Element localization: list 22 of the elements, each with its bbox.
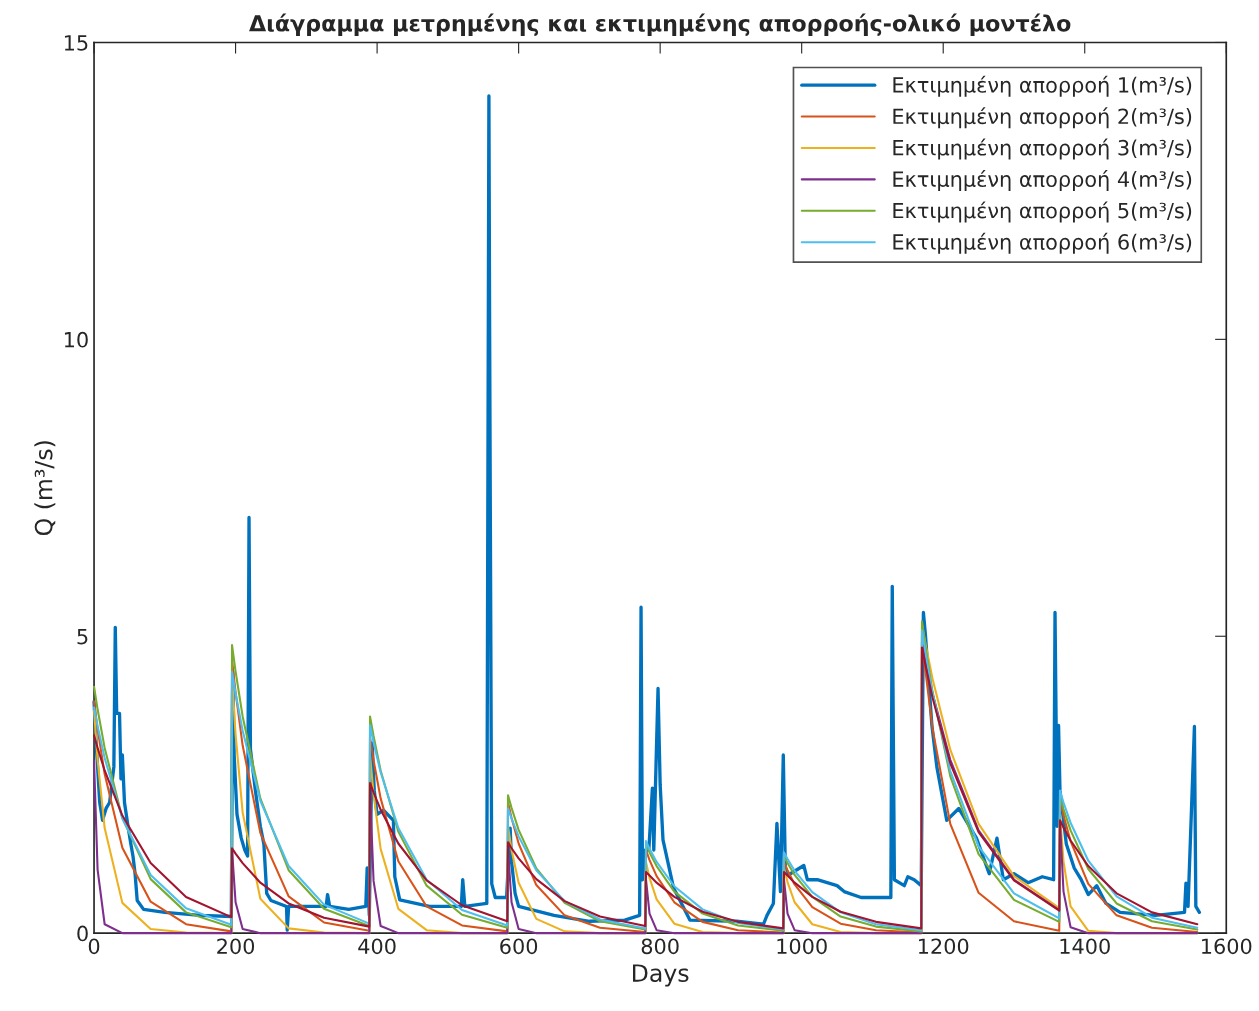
- x-tick-label: 1400: [1060, 938, 1110, 955]
- x-tick-label: 800: [641, 938, 679, 955]
- y-axis-title: Q (m³/s): [34, 441, 56, 536]
- x-tick-label: 1200: [918, 938, 969, 955]
- legend-label: Εκτιμημένη απορροή 3(m³/s): [893, 138, 1192, 160]
- y-tick-label: 15: [64, 35, 88, 51]
- y-tick-label: 0: [77, 925, 88, 942]
- x-tick-label: 1600: [1202, 938, 1252, 955]
- x-tick-label: 200: [217, 938, 255, 955]
- legend-label: Εκτιμημένη απορροή 4(m³/s): [893, 170, 1192, 192]
- y-tick-label: 5: [77, 628, 88, 645]
- x-tick-label: 1000: [777, 938, 827, 955]
- x-tick-label: 400: [358, 938, 396, 955]
- x-axis-title: Days: [633, 964, 689, 987]
- chart-title: Διάγραμμα μετρημένης και εκτιμημένης απορροής-ολικό μοντέλο: [249, 13, 1071, 36]
- legend-label: Εκτιμημένη απορροή 2(m³/s): [893, 107, 1192, 129]
- legend-label: Εκτιμημένη απορροή 6(m³/s): [893, 232, 1192, 254]
- x-tick-label: 600: [500, 938, 538, 955]
- y-tick-label: 10: [64, 331, 88, 348]
- x-tick-label: 0: [88, 938, 100, 955]
- legend-label: Εκτιμημένη απορροή 5(m³/s): [893, 201, 1192, 223]
- legend-label: Εκτιμημένη απορροή 1(m³/s): [893, 75, 1192, 97]
